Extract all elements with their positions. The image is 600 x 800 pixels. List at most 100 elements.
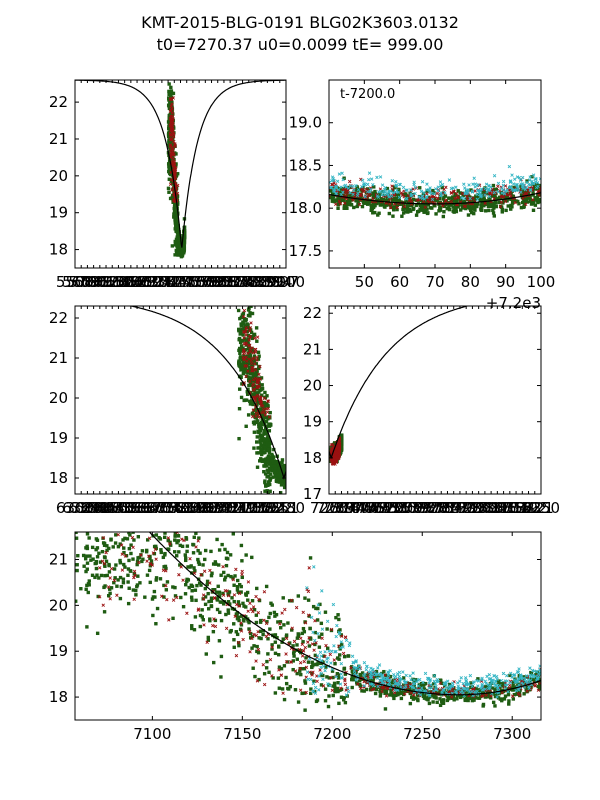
data-point bbox=[418, 186, 422, 190]
data-point bbox=[333, 662, 337, 666]
data-point bbox=[153, 595, 157, 599]
data-point bbox=[434, 187, 438, 191]
data-point bbox=[251, 378, 256, 382]
data-point bbox=[242, 356, 246, 361]
data-point bbox=[521, 196, 525, 200]
data-point bbox=[176, 231, 181, 236]
data-point bbox=[256, 419, 260, 423]
data-point bbox=[251, 351, 256, 355]
data-point bbox=[512, 692, 517, 697]
data-point bbox=[359, 192, 363, 197]
plot-area bbox=[329, 306, 470, 466]
data-point bbox=[268, 423, 273, 427]
data-point bbox=[433, 204, 437, 208]
x-tick-label: 7165 bbox=[242, 499, 280, 517]
data-point bbox=[228, 553, 233, 557]
data-point bbox=[244, 374, 248, 379]
x-tick-label: 7347 bbox=[329, 499, 367, 517]
data-point bbox=[278, 480, 282, 484]
x-tick-label: 6118 bbox=[93, 273, 131, 291]
data-point bbox=[409, 199, 414, 204]
data-point bbox=[519, 205, 524, 210]
data-point bbox=[506, 193, 510, 197]
data-point bbox=[246, 313, 251, 318]
data-point bbox=[369, 177, 374, 181]
data-point bbox=[84, 587, 88, 592]
data-point bbox=[138, 581, 142, 585]
data-point bbox=[243, 364, 247, 368]
data-point bbox=[500, 698, 504, 703]
data-point bbox=[237, 643, 241, 648]
data-point bbox=[538, 177, 541, 181]
data-point bbox=[438, 180, 443, 184]
data-point bbox=[277, 665, 282, 669]
data-point bbox=[283, 483, 286, 487]
data-point bbox=[145, 573, 150, 577]
data-point bbox=[472, 176, 476, 180]
data-point bbox=[250, 383, 255, 388]
data-point bbox=[88, 554, 92, 558]
data-point bbox=[252, 422, 257, 426]
data-point bbox=[310, 660, 314, 664]
data-point bbox=[523, 202, 528, 206]
data-point bbox=[487, 194, 492, 199]
data-point bbox=[159, 548, 163, 552]
data-point bbox=[381, 203, 386, 207]
data-point bbox=[259, 429, 263, 433]
data-point bbox=[152, 589, 157, 594]
data-point bbox=[258, 388, 262, 393]
data-point bbox=[367, 171, 372, 175]
data-point bbox=[467, 183, 471, 187]
x-tick-label: 50 bbox=[355, 273, 374, 291]
data-point bbox=[462, 182, 466, 186]
data-point bbox=[209, 549, 213, 554]
data-point bbox=[396, 190, 400, 195]
data-point bbox=[205, 579, 210, 584]
data-point bbox=[260, 410, 264, 415]
x-tick-label: 6646 bbox=[130, 499, 168, 517]
data-point bbox=[247, 344, 251, 348]
model-curve bbox=[75, 80, 286, 248]
data-point bbox=[226, 608, 230, 612]
data-point bbox=[242, 350, 247, 355]
x-tick-label: 7049 bbox=[217, 499, 255, 517]
data-point bbox=[422, 190, 426, 195]
data-point bbox=[255, 451, 259, 455]
data-point bbox=[491, 686, 495, 690]
data-point bbox=[509, 194, 513, 198]
data-point bbox=[239, 324, 244, 328]
data-point bbox=[314, 606, 318, 611]
data-point bbox=[255, 358, 259, 362]
data-point bbox=[528, 183, 533, 187]
data-point bbox=[184, 536, 188, 540]
data-point bbox=[247, 383, 251, 388]
data-point bbox=[258, 395, 263, 399]
data-point bbox=[255, 335, 260, 339]
data-point bbox=[383, 186, 388, 190]
data-point bbox=[118, 558, 122, 563]
data-point bbox=[505, 188, 509, 192]
data-point bbox=[259, 457, 263, 461]
data-point bbox=[265, 410, 270, 414]
data-point bbox=[447, 196, 451, 200]
data-point bbox=[172, 215, 176, 219]
data-point bbox=[404, 192, 408, 196]
data-point bbox=[85, 532, 90, 536]
data-point bbox=[266, 637, 270, 641]
data-point bbox=[276, 676, 281, 680]
data-point bbox=[253, 396, 257, 400]
data-point bbox=[140, 549, 145, 553]
data-point bbox=[449, 186, 454, 191]
x-tick-label: 6848 bbox=[174, 499, 212, 517]
data-point bbox=[269, 472, 273, 476]
data-point bbox=[254, 620, 259, 625]
data-point bbox=[108, 591, 112, 596]
y-tick-label: 22 bbox=[49, 309, 68, 327]
x-tick-label: 7639 bbox=[391, 499, 429, 517]
data-point bbox=[512, 188, 516, 192]
data-point bbox=[254, 414, 258, 418]
data-point bbox=[477, 696, 481, 700]
data-point bbox=[154, 533, 159, 537]
data-point bbox=[280, 458, 285, 462]
